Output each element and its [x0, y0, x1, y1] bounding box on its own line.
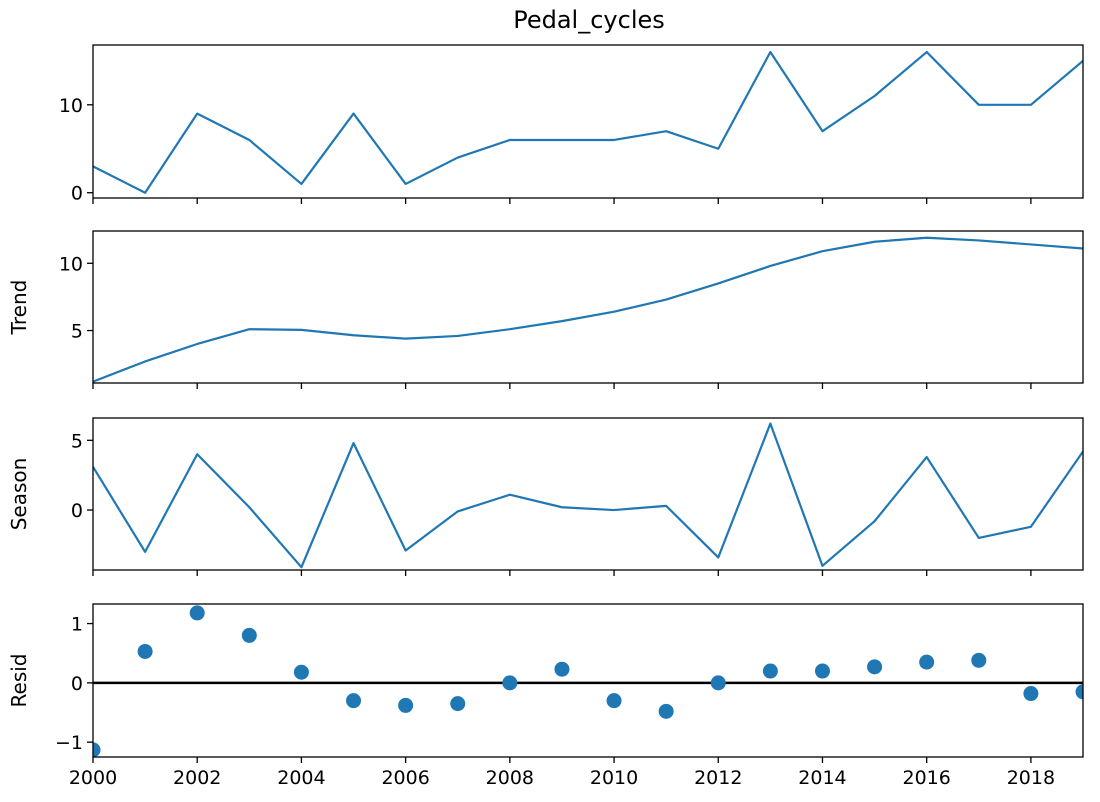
resid-ytick-label: 0 [71, 673, 83, 695]
xtick-label-2014: 2014 [798, 767, 846, 789]
season-ytick-label: 0 [71, 500, 83, 522]
xtick-label-2018: 2018 [1007, 767, 1055, 789]
trend-ytick-label: 5 [71, 321, 83, 343]
resid-point-2013 [762, 663, 778, 679]
season-ytick-label: 5 [71, 430, 83, 452]
xtick-label-2004: 2004 [277, 767, 325, 789]
resid-point-2007 [450, 696, 466, 712]
xtick-label-2010: 2010 [590, 767, 638, 789]
season-panel: 0 5 Season [7, 417, 1084, 576]
resid-point-2015 [867, 659, 883, 675]
x-axis-labels: 2000 2002 2004 2006 2008 2010 2012 2014 2016 2018 [69, 767, 1055, 789]
observed-axes-frame [92, 44, 1084, 199]
resid-point-2012 [710, 675, 726, 691]
xtick-label-2006: 2006 [381, 767, 429, 789]
trend-axes-frame [92, 230, 1084, 384]
resid-point-2001 [137, 643, 153, 659]
resid-point-2017 [971, 652, 987, 668]
resid-point-2011 [658, 703, 674, 719]
resid-point-2014 [814, 663, 830, 679]
resid-ytick-label: −1 [55, 732, 83, 754]
subplot-panels: 0 10 5 10 Trend 0 5 Season −1 0 1 Resid 2000 2002 2004… [7, 44, 1084, 789]
xtick-label-2000: 2000 [69, 767, 117, 789]
resid-point-2006 [398, 697, 414, 713]
resid-point-2009 [554, 661, 570, 677]
xtick-label-2008: 2008 [486, 767, 534, 789]
resid-ylabel: Resid [7, 654, 31, 708]
resid-point-2004 [293, 664, 309, 680]
trend-ylabel: Trend [7, 280, 31, 336]
resid-panel: −1 0 1 Resid [7, 603, 1084, 763]
resid-point-2019 [1075, 684, 1083, 700]
resid-point-2008 [502, 675, 518, 691]
resid-point-2002 [189, 605, 205, 621]
resid-point-2010 [606, 693, 622, 709]
observed-ytick-label: 0 [71, 183, 83, 205]
season-axes-frame [92, 417, 1084, 571]
resid-axes-frame [92, 603, 1084, 758]
xtick-label-2016: 2016 [903, 767, 951, 789]
trend-series-line [93, 236, 1083, 383]
season-ylabel: Season [7, 458, 31, 531]
resid-point-2003 [241, 627, 257, 643]
observed-ytick-label: 10 [59, 95, 83, 117]
observed-series-line [93, 50, 1083, 194]
xtick-label-2002: 2002 [173, 767, 221, 789]
trend-ytick-label: 10 [59, 253, 83, 275]
resid-point-2016 [919, 654, 935, 670]
chart-title: Pedal_cycles [513, 6, 665, 34]
observed-panel: 0 10 [59, 44, 1084, 205]
trend-panel: 5 10 Trend [7, 230, 1084, 389]
season-series-line [93, 422, 1083, 569]
resid-point-2005 [346, 693, 362, 709]
xtick-label-2012: 2012 [694, 767, 742, 789]
resid-point-2018 [1023, 686, 1039, 702]
resid-ytick-label: 1 [71, 614, 83, 636]
resid-point-2000 [93, 742, 101, 757]
